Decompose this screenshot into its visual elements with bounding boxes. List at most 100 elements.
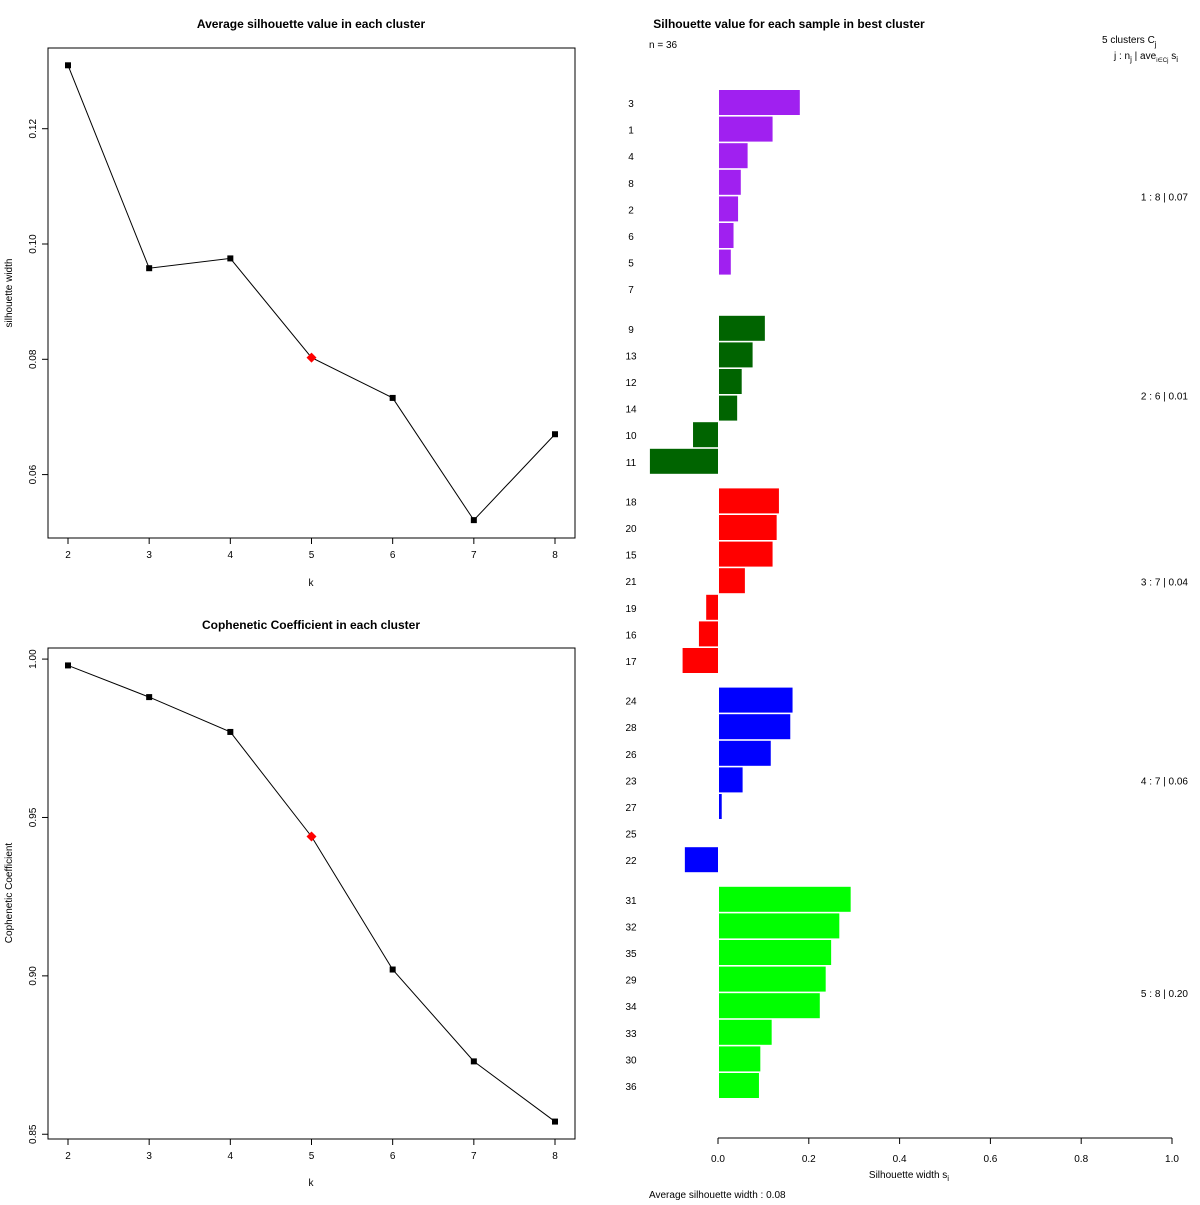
data-point — [552, 1118, 558, 1125]
highlight-point — [306, 352, 317, 363]
sample-count-label: n = 36 — [649, 40, 678, 51]
cophenetic-ylabel: Cophenetic Coefficient — [4, 843, 15, 944]
sample-label: 25 — [625, 830, 637, 841]
silhouette-bar — [719, 315, 765, 341]
legend-title-subscript: j — [1154, 40, 1157, 49]
sample-label: 20 — [625, 524, 637, 535]
sample-label: 23 — [625, 776, 637, 787]
sample-label: 28 — [625, 723, 637, 734]
silhouette-bar — [706, 594, 718, 620]
silhouette-bar — [693, 422, 718, 448]
x-tick-label: 0.0 — [711, 1154, 725, 1165]
silhouette-bar — [719, 395, 738, 421]
sample-label: 7 — [628, 285, 634, 296]
sample-label: 26 — [625, 750, 637, 761]
x-tick-label: 6 — [390, 1151, 396, 1162]
silhouette-bar — [719, 913, 840, 939]
avg-silhouette-xticks: 2 3 4 5 6 7 8 — [65, 538, 558, 561]
y-tick-label: 0.06 — [28, 464, 39, 484]
silhouette-bar — [649, 448, 718, 474]
cluster-summary: 2 : 6 | 0.01 — [1141, 392, 1189, 403]
x-tick-label: 5 — [309, 1151, 315, 1162]
x-tick-label: 8 — [552, 550, 558, 561]
data-point — [65, 62, 71, 69]
silhouette-bar — [719, 740, 771, 766]
y-tick-label: 0.10 — [28, 234, 39, 254]
series-line — [67, 65, 556, 521]
silhouette-bar — [719, 223, 734, 248]
silhouette-bar — [719, 116, 773, 142]
silhouette-title: Silhouette value for each sample in best… — [653, 17, 925, 31]
x-tick-label: 1.0 — [1165, 1154, 1179, 1165]
sample-label: 1 — [628, 126, 634, 137]
silhouette-bar — [719, 369, 742, 394]
legend-subtitle-text: j : n — [1113, 51, 1130, 62]
x-tick-label: 4 — [228, 1151, 234, 1162]
data-point — [146, 694, 153, 701]
cophenetic-series — [65, 662, 558, 1125]
y-tick-label: 0.08 — [28, 349, 39, 369]
avg-silhouette-title: Average silhouette value in each cluster — [197, 17, 426, 31]
data-point — [146, 265, 153, 272]
avg-silhouette-yticks: 0.06 0.08 0.10 0.12 — [28, 119, 48, 484]
silhouette-bar — [719, 196, 739, 222]
sample-label: 10 — [625, 431, 637, 442]
cluster-summaries: 1 : 8 | 0.07 2 : 6 | 0.01 3 : 7 | 0.04 4 : … — [1141, 192, 1189, 1000]
cluster-summary: 4 : 7 | 0.06 — [1141, 777, 1189, 788]
sample-label: 5 — [628, 259, 634, 270]
sample-label: 32 — [625, 922, 637, 933]
y-tick-label: 0.95 — [28, 807, 39, 827]
silhouette-bar — [719, 488, 779, 514]
x-tick-label: 7 — [471, 550, 477, 561]
legend-subtitle-subscript-j: j — [1129, 55, 1132, 64]
silhouette-bar — [719, 541, 773, 567]
silhouette-bar — [719, 886, 851, 912]
silhouette-bar — [719, 90, 800, 115]
avg-silhouette-series — [65, 62, 558, 524]
cophenetic-chart: Cophenetic Coefficient in each cluster k… — [4, 618, 576, 1189]
x-tick-label: 6 — [390, 550, 396, 561]
silhouette-bar — [719, 143, 748, 169]
sample-label: 8 — [628, 179, 634, 190]
data-point — [389, 966, 396, 973]
sample-label: 34 — [625, 1002, 637, 1013]
silhouette-sample-labels: 3148265791312141011182015211916172428262… — [625, 99, 637, 1093]
data-point — [470, 517, 477, 524]
cophenetic-plot-frame — [47, 647, 576, 1140]
sample-label: 29 — [625, 976, 637, 987]
silhouette-bar — [719, 966, 826, 992]
sample-label: 11 — [626, 458, 637, 469]
sample-label: 14 — [625, 405, 637, 416]
x-tick-label: 7 — [471, 1151, 477, 1162]
avg-silhouette-ylabel: silhouette width — [4, 259, 15, 328]
cluster-summary: 3 : 7 | 0.04 — [1141, 578, 1189, 589]
x-tick-label: 0.4 — [893, 1154, 907, 1165]
sample-label: 21 — [625, 577, 637, 588]
sample-label: 6 — [628, 232, 634, 243]
silhouette-bars — [649, 90, 851, 1098]
silhouette-xlabel-text: Silhouette width s — [869, 1170, 947, 1181]
x-tick-label: 0.8 — [1074, 1154, 1088, 1165]
cluster-summary: 5 : 8 | 0.20 — [1141, 989, 1189, 1000]
data-point — [470, 1058, 477, 1065]
silhouette-bar — [719, 940, 832, 965]
data-point — [552, 431, 558, 438]
sample-label: 12 — [625, 378, 637, 389]
cluster-summary: 1 : 8 | 0.07 — [1141, 192, 1189, 203]
silhouette-bar — [719, 249, 731, 275]
series-line — [67, 664, 556, 1122]
sample-label: 24 — [625, 697, 637, 708]
sample-label: 16 — [625, 630, 637, 641]
y-tick-label: 0.85 — [28, 1124, 39, 1144]
x-tick-label: 2 — [65, 550, 71, 561]
silhouette-plot: Silhouette value for each sample in best… — [625, 17, 1189, 1201]
avg-silhouette-chart: Average silhouette value in each cluster… — [4, 17, 576, 589]
sample-label: 30 — [625, 1055, 637, 1066]
legend-subtitle: j : nj | avei∈Cj si — [1113, 51, 1178, 64]
silhouette-bar — [698, 621, 718, 647]
sample-label: 4 — [628, 152, 634, 163]
silhouette-bar — [719, 1019, 772, 1045]
cophenetic-title: Cophenetic Coefficient in each cluster — [202, 618, 420, 632]
x-tick-label: 4 — [228, 550, 234, 561]
